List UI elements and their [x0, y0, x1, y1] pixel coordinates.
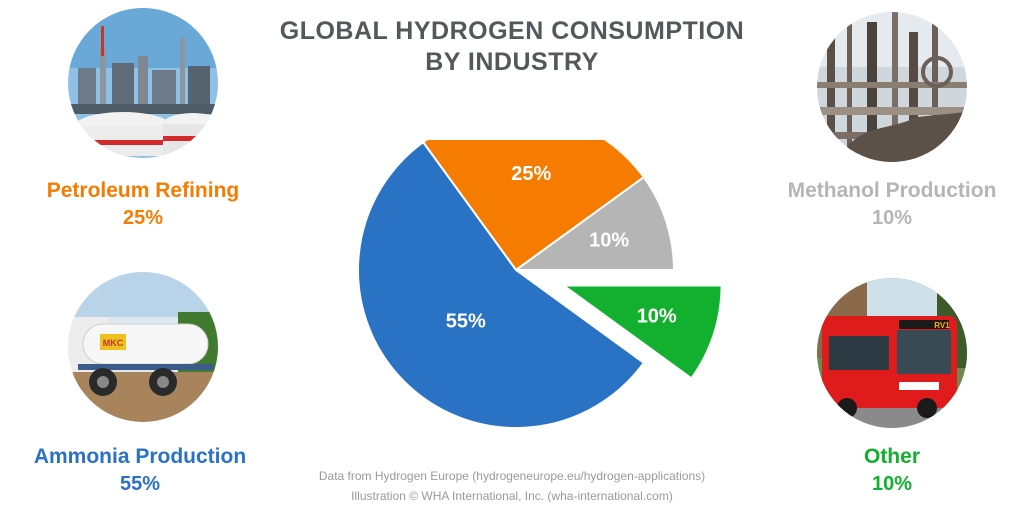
- category-methanol-percent: 10%: [871, 207, 913, 229]
- pie-slice-petroleum-refining: [421, 140, 646, 272]
- pie-label-methanol-production: 10%: [589, 230, 629, 252]
- pie-slice-methanol-production: [512, 175, 676, 271]
- category-methanol-production: Methanol Production 10%: [752, 177, 1024, 231]
- chart-title-line-1: GLOBAL HYDROGEN CONSUMPTION: [279, 17, 745, 45]
- category-petroleum-name: Petroleum Refining: [46, 179, 240, 202]
- ammonia-tank-trailer-photo: MKC: [68, 272, 218, 422]
- pie-label-ammonia-production: 55%: [446, 310, 486, 332]
- chart-title: GLOBAL HYDROGEN CONSUMPTION BY INDUSTRY: [262, 16, 762, 78]
- methanol-plant-photo: [817, 12, 967, 162]
- pie-chart: 25% 10% 10% 55%: [357, 140, 723, 429]
- category-other-percent: 10%: [871, 473, 913, 495]
- category-ammonia-name: Ammonia Production: [33, 445, 247, 468]
- truck-brand-text: MKC: [103, 338, 124, 348]
- refinery-photo: [68, 8, 218, 158]
- bus-route-text: RV1: [934, 321, 950, 330]
- pie-label-other: 10%: [637, 306, 677, 328]
- category-other: Other 10%: [752, 443, 1024, 497]
- category-ammonia-percent: 55%: [119, 473, 161, 495]
- data-source-credit: Data from Hydrogen Europe (hydrogeneurop…: [318, 469, 706, 483]
- category-other-name: Other: [863, 445, 920, 468]
- pie-slice-other: [560, 284, 723, 380]
- hydrogen-bus-photo: RV1: [817, 278, 967, 428]
- chart-title-line-2: BY INDUSTRY: [425, 48, 599, 76]
- illustration-credit: Illustration © WHA International, Inc. (…: [351, 489, 673, 503]
- category-petroleum-refining: Petroleum Refining 25%: [3, 177, 283, 231]
- pie-label-petroleum-refining: 25%: [511, 163, 551, 185]
- category-methanol-name: Methanol Production: [787, 179, 997, 202]
- category-petroleum-percent: 25%: [122, 207, 164, 229]
- pie-slice-ammonia-production: [357, 140, 646, 429]
- category-ammonia-production: Ammonia Production 55%: [0, 443, 280, 497]
